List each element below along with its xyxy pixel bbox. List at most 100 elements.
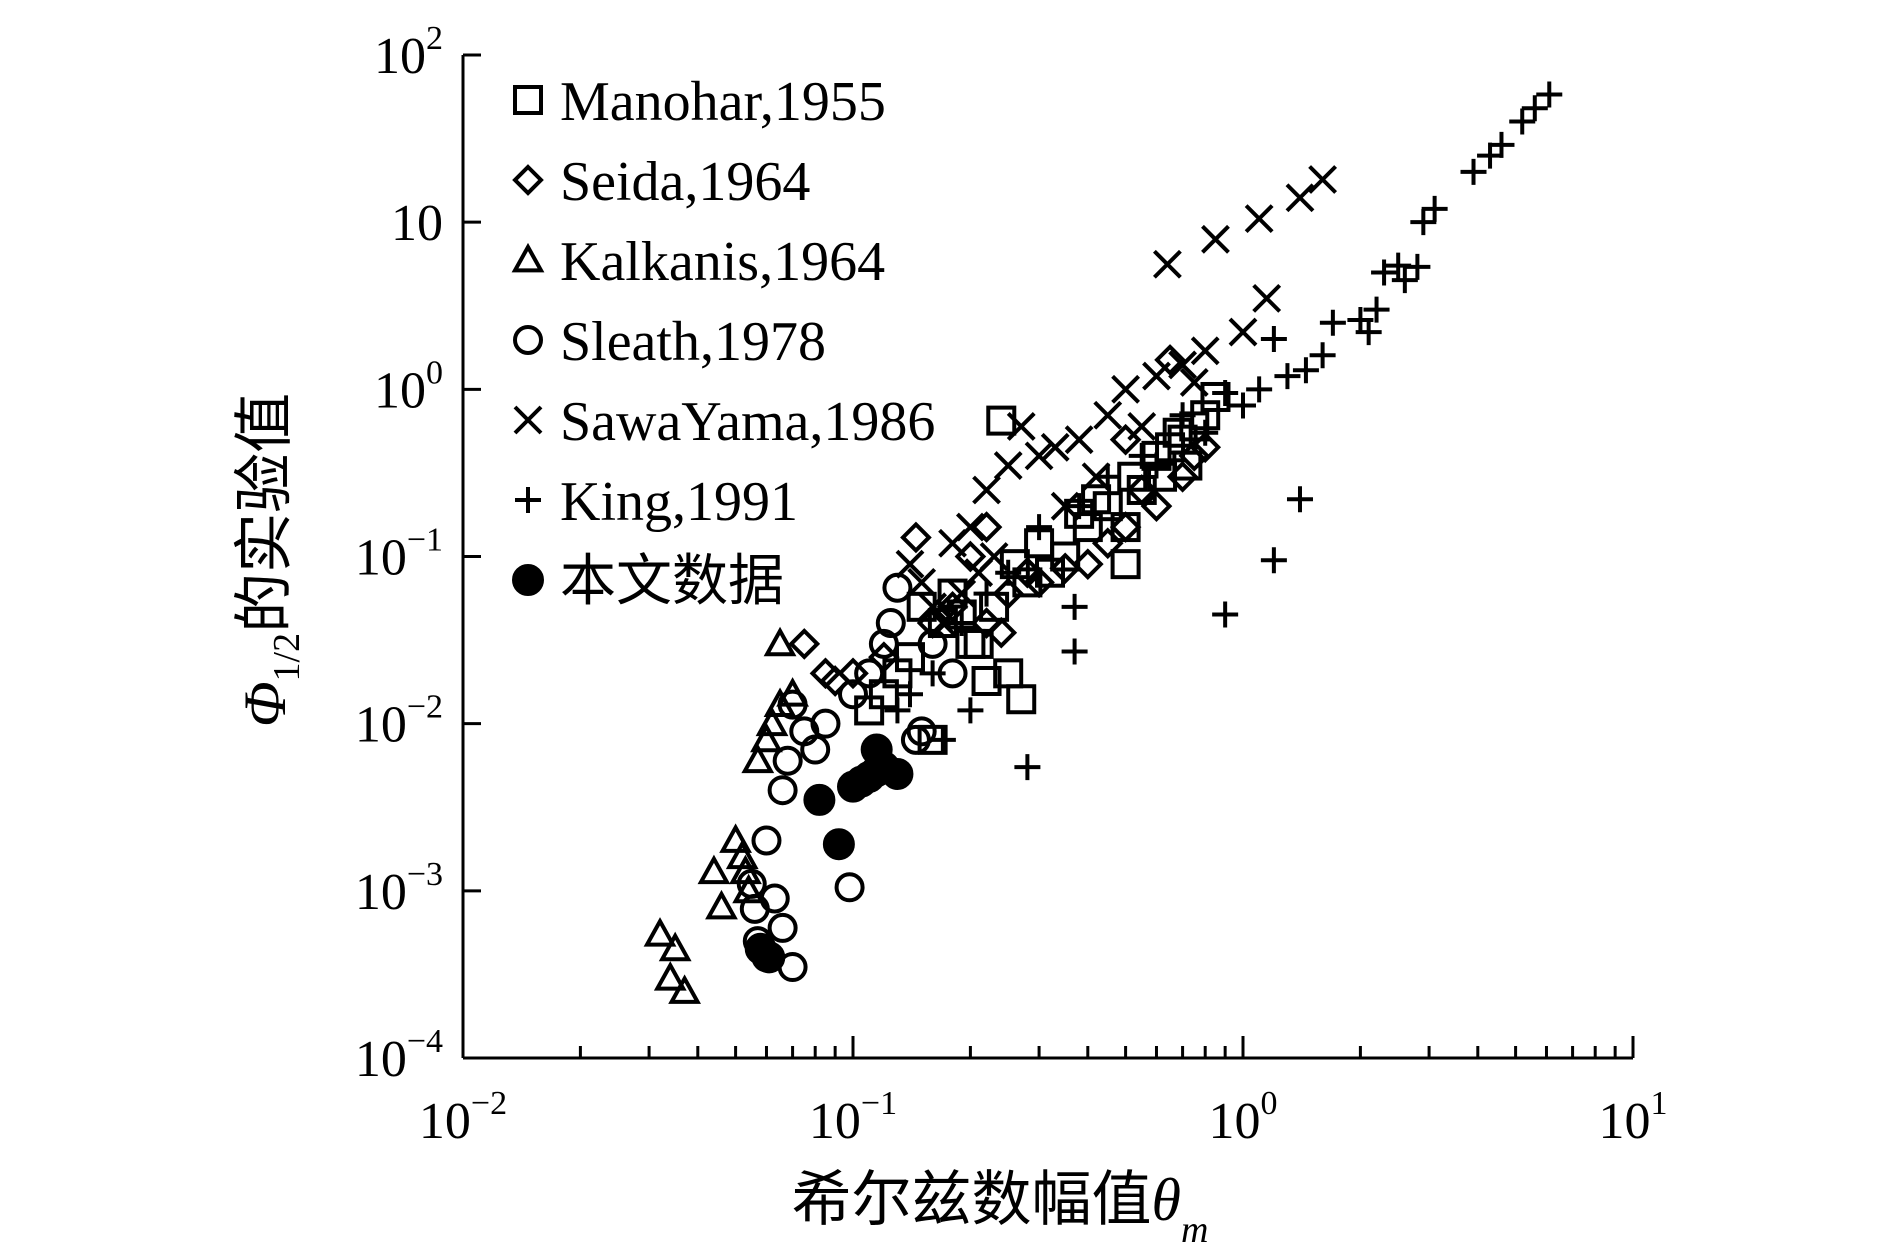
data-point [947,579,977,609]
data-point [895,549,925,579]
data-points [643,81,1563,1004]
data-point [822,828,855,861]
data-point [985,616,1018,649]
data-point [937,578,968,609]
data-point [884,697,911,724]
y-tick-label: 102 [374,20,443,85]
tick-labels: 10−2 10−1 100 101 10−4 10−3 10−2 10−1 100 10 102 [355,20,1668,1150]
data-point [1410,209,1437,236]
legend-label: Seida,1964 [560,151,810,213]
data-point [837,657,869,690]
data-point [719,823,752,853]
data-point [1006,684,1037,715]
legend-marker [512,564,544,596]
data-point [834,872,865,903]
data-point [741,743,775,774]
data-point [1026,514,1053,541]
data-point [1477,142,1504,169]
y-tick-label: 100 [374,354,443,419]
data-point [810,708,841,739]
data-point [1014,754,1041,781]
data-point [739,893,770,924]
data-point [882,572,913,603]
legend-label: Kalkanis,1964 [560,231,885,293]
data-point [767,775,798,806]
data-point [1050,491,1080,521]
data-point [948,610,975,637]
data-point [1230,392,1256,419]
data-point [1142,361,1171,391]
data-point [1391,267,1418,294]
data-point [803,783,836,816]
legend-marker [513,405,543,435]
legend-item: Sleath,1978 [513,311,826,373]
series-filled-circle [744,733,914,974]
data-point [875,608,906,639]
data-point [1109,511,1142,543]
legend-marker [511,242,545,273]
data-point [970,511,1003,543]
data-point [1244,204,1274,234]
data-point [868,628,899,659]
data-point [1355,319,1382,346]
data-point [1023,566,1055,599]
data-point [1081,484,1112,515]
legend-item: Kalkanis,1964 [511,231,885,293]
legend: Manohar,1955 Seida,1964 Kalkanis,1964 Sleat… [511,71,935,613]
data-point [1521,95,1548,122]
data-point [1109,423,1142,456]
y-tick-label: 10−4 [355,1023,443,1088]
data-point [1246,376,1273,403]
data-point [1308,165,1338,194]
data-point [753,941,786,974]
y-axis-title-symbol: Φ [232,681,298,727]
data-point [643,917,677,947]
data-point [1178,440,1211,472]
x-axis-title-sub: m [1181,1209,1208,1251]
data-point [1228,317,1258,347]
data-point [772,745,803,776]
data-point [767,912,798,943]
data-point [986,405,1017,436]
data-point [1285,183,1315,213]
data-point [1212,380,1239,407]
data-point [1371,259,1398,286]
y-tick-label: 10 [391,195,443,252]
data-point [1309,342,1336,369]
data-point [957,697,984,724]
x-tick-label: 100 [1209,1085,1278,1150]
data-point [993,451,1023,480]
data-point [1260,547,1287,574]
data-point [1091,527,1124,560]
y-axis-title: Φ1/2的实验值 [232,393,308,727]
legend-label: SawaYama,1986 [560,391,935,453]
x-tick-label: 10−1 [809,1085,897,1150]
series-plus [884,81,1563,781]
data-point [1292,357,1319,384]
axes [461,53,1635,1060]
data-point [1363,296,1390,323]
data-point [1179,367,1209,397]
data-point [653,961,687,991]
data-point [1040,432,1070,462]
data-point [1166,460,1199,493]
data-point [1509,108,1536,135]
data-point [800,734,831,765]
data-point [1168,350,1198,380]
x-axis-title-symbol: θ [1152,1167,1181,1233]
legend-item: Seida,1964 [512,151,810,213]
data-point [1192,419,1219,446]
data-point [971,665,1002,696]
data-point [1488,131,1515,158]
x-tick-label: 101 [1599,1085,1668,1150]
data-point [1110,549,1141,580]
legend-marker [513,325,543,355]
data-point [1128,442,1155,469]
data-point [1190,336,1220,366]
y-axis-title-sub: 1/2 [266,633,308,682]
data-point [881,757,914,790]
series-diamond [788,344,1222,697]
data-point [1154,344,1186,376]
data-point [1071,548,1104,580]
